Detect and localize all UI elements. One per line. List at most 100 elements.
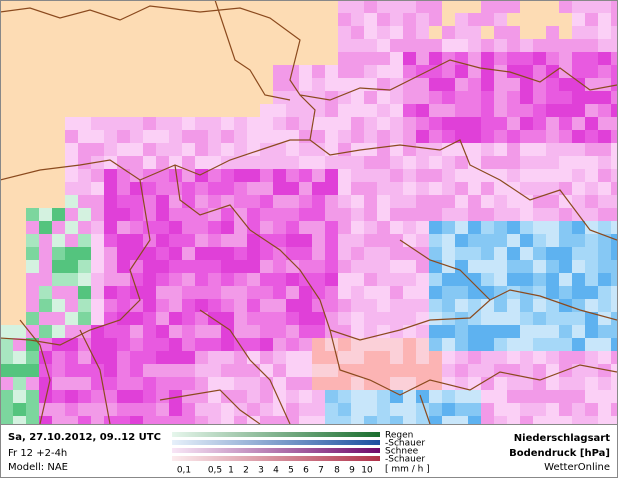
field-cell	[195, 195, 208, 208]
field-cell	[65, 312, 78, 325]
field-cell	[533, 169, 546, 182]
field-cell	[455, 247, 468, 260]
field-cell	[572, 221, 585, 234]
field-cell	[273, 156, 286, 169]
field-cell	[156, 312, 169, 325]
field-cell	[65, 91, 78, 104]
field-cell	[377, 221, 390, 234]
field-cell	[338, 52, 351, 65]
field-cell	[312, 117, 325, 130]
field-cell	[117, 416, 130, 424]
field-cell	[520, 104, 533, 117]
field-cell	[260, 117, 273, 130]
field-cell	[390, 416, 403, 424]
field-cell	[286, 338, 299, 351]
field-cell	[221, 299, 234, 312]
field-cell	[13, 39, 26, 52]
field-cell	[91, 91, 104, 104]
field-cell	[325, 390, 338, 403]
field-cell	[533, 52, 546, 65]
field-cell	[299, 312, 312, 325]
field-cell	[91, 416, 104, 424]
field-cell	[156, 65, 169, 78]
field-cell	[260, 338, 273, 351]
field-cell	[13, 117, 26, 130]
field-cell	[351, 39, 364, 52]
field-cell	[169, 65, 182, 78]
field-cell	[156, 338, 169, 351]
field-cell	[26, 130, 39, 143]
field-cell	[234, 65, 247, 78]
field-cell	[1, 286, 13, 299]
field-cell	[507, 221, 520, 234]
field-cell	[572, 117, 585, 130]
field-cell	[520, 286, 533, 299]
field-cell	[481, 143, 494, 156]
field-cell	[273, 286, 286, 299]
field-cell	[1, 403, 13, 416]
field-cell	[65, 416, 78, 424]
field-cell	[403, 208, 416, 221]
field-cell	[429, 156, 442, 169]
field-cell	[221, 234, 234, 247]
field-cell	[195, 104, 208, 117]
field-cell	[377, 208, 390, 221]
field-cell	[442, 208, 455, 221]
field-cell	[143, 403, 156, 416]
field-cell	[533, 299, 546, 312]
field-cell	[156, 273, 169, 286]
legend-type: Regen	[385, 431, 413, 441]
field-cell	[585, 260, 598, 273]
field-cell	[546, 260, 559, 273]
field-cell	[572, 338, 585, 351]
field-cell	[169, 221, 182, 234]
field-cell	[520, 234, 533, 247]
field-cell	[377, 234, 390, 247]
field-cell	[260, 325, 273, 338]
field-cell	[39, 39, 52, 52]
field-cell	[598, 26, 611, 39]
field-cell	[468, 169, 481, 182]
field-cell	[234, 117, 247, 130]
field-cell	[429, 273, 442, 286]
field-cell	[611, 52, 617, 65]
field-cell	[559, 390, 572, 403]
field-cell	[312, 260, 325, 273]
field-cell	[507, 156, 520, 169]
field-cell	[1, 377, 13, 390]
field-cell	[533, 130, 546, 143]
field-cell	[91, 260, 104, 273]
field-cell	[91, 143, 104, 156]
field-cell	[26, 286, 39, 299]
field-cell	[520, 377, 533, 390]
field-cell	[299, 247, 312, 260]
field-cell	[416, 26, 429, 39]
field-cell	[143, 299, 156, 312]
field-cell	[533, 273, 546, 286]
field-cell	[273, 143, 286, 156]
field-cell	[507, 208, 520, 221]
field-cell	[130, 221, 143, 234]
field-cell	[520, 325, 533, 338]
field-cell	[1, 65, 13, 78]
field-cell	[52, 377, 65, 390]
field-cell	[182, 52, 195, 65]
field-cell	[1, 26, 13, 39]
field-cell	[247, 338, 260, 351]
field-cell	[117, 26, 130, 39]
field-cell	[130, 325, 143, 338]
field-cell	[13, 91, 26, 104]
field-cell	[572, 182, 585, 195]
field-cell	[559, 169, 572, 182]
field-cell	[195, 39, 208, 52]
field-cell	[455, 195, 468, 208]
field-cell	[39, 338, 52, 351]
field-cell	[611, 390, 617, 403]
field-cell	[221, 117, 234, 130]
field-cell	[143, 78, 156, 91]
field-cell	[143, 130, 156, 143]
field-cell	[377, 78, 390, 91]
field-cell	[26, 273, 39, 286]
field-cell	[494, 182, 507, 195]
field-cell	[208, 195, 221, 208]
